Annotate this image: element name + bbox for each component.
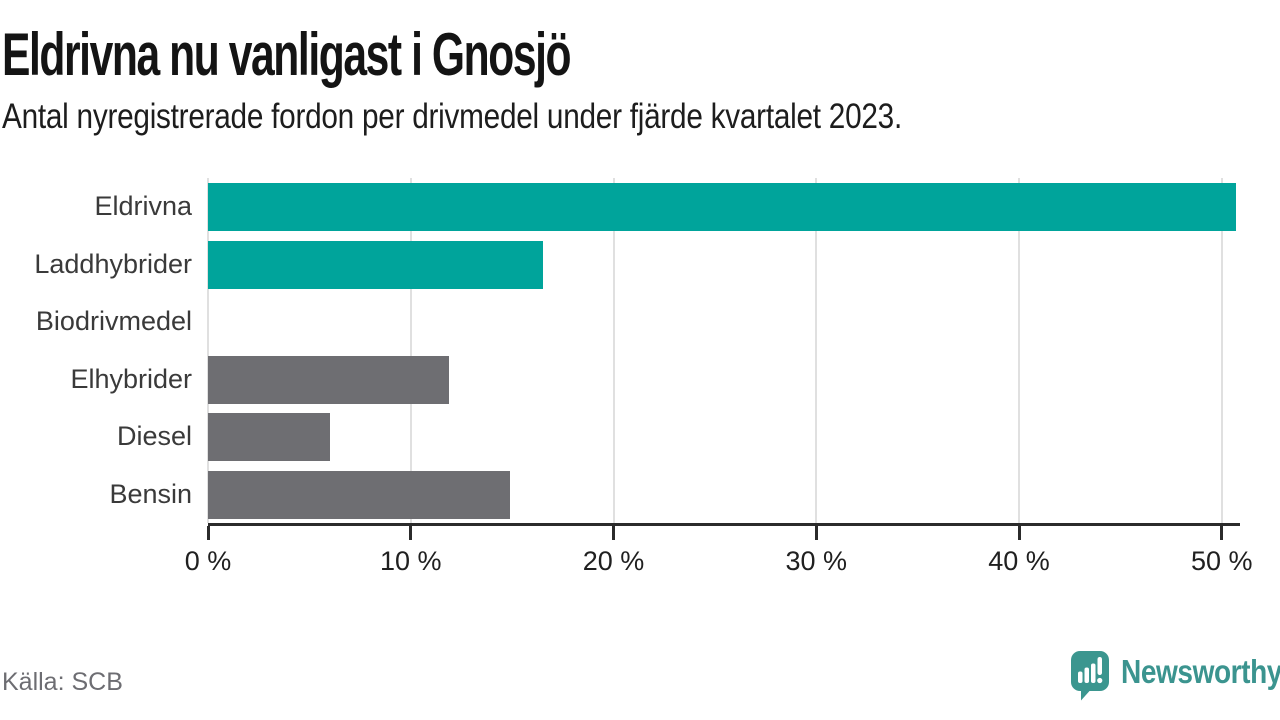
gridline-40 — [1018, 178, 1020, 523]
bar-row-biodrivmedel — [208, 293, 1240, 351]
bar-eldrivna — [208, 183, 1236, 231]
category-axis: Eldrivna Laddhybrider Biodrivmedel Elhybrid… — [0, 178, 192, 523]
axis-tick-label-10: 10 % — [379, 546, 442, 576]
axis-tick-label-30: 30 % — [785, 546, 848, 576]
plot-area: 0 % 10 % 20 % 30 % 40 % 50 % — [185, 178, 1253, 598]
axis-tick-40 — [1017, 526, 1021, 540]
axis-tick-label-20: 20 % — [582, 546, 645, 576]
category-label-elhybrider: Elhybrider — [70, 363, 192, 394]
bar-diesel — [208, 413, 330, 461]
gridline-10 — [409, 178, 412, 523]
gridlines — [207, 178, 1240, 523]
bar-row-diesel — [208, 408, 1240, 466]
chart-subtitle: Antal nyregistrerade fordon per drivmede… — [2, 97, 902, 136]
bar-elhybrider — [208, 355, 450, 404]
bar-rows — [208, 178, 1240, 523]
x-axis-line — [208, 523, 1240, 526]
bar-laddhybrider — [208, 240, 543, 289]
chart-title: Eldrivna nu vanligast i Gnosjö — [2, 21, 572, 88]
axis-tick-label-40: 40 % — [988, 546, 1050, 576]
bar-bensin — [208, 470, 511, 519]
gridline-0 — [207, 178, 209, 523]
category-label-eldrivna: Eldrivna — [94, 191, 192, 222]
bar-row-laddhybrider — [208, 236, 1240, 294]
bar-row-eldrivna — [208, 178, 1240, 236]
axis-tick-label-0: 0 % — [184, 546, 232, 576]
brand-logo: Newsworthy — [1071, 651, 1280, 701]
gridline-20 — [612, 178, 615, 523]
gridline-50 — [1220, 178, 1223, 523]
axis-tick-0 — [206, 526, 210, 540]
bar-row-bensin — [208, 466, 1240, 524]
axis-tick-10 — [409, 526, 413, 540]
gridline-30 — [815, 178, 818, 523]
axis-tick-30 — [814, 526, 818, 540]
category-label-bensin: Bensin — [109, 478, 192, 509]
brand-name: Newsworthy — [1121, 653, 1280, 690]
axis-tick-label-50: 50 % — [1190, 546, 1253, 576]
source-note: Källa: SCB — [2, 668, 123, 696]
axis-tick-50 — [1220, 526, 1224, 540]
bar-row-elhybrider — [208, 351, 1240, 409]
newsworthy-bubble-barchart-icon — [1071, 651, 1109, 701]
axis-tick-20 — [612, 526, 615, 540]
category-label-laddhybrider: Laddhybrider — [34, 248, 192, 279]
category-label-diesel: Diesel — [116, 421, 192, 452]
category-label-biodrivmedel: Biodrivmedel — [35, 306, 192, 337]
